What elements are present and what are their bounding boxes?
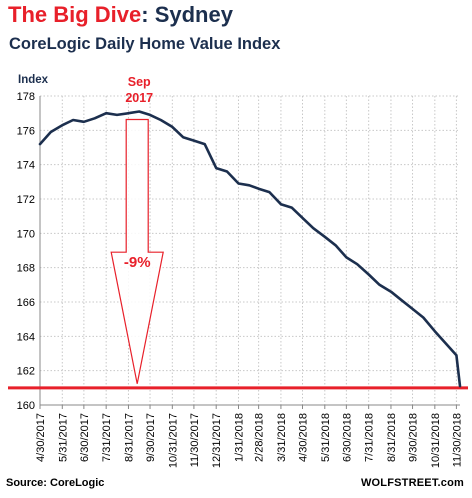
x-tick-label: 7/31/2018 xyxy=(364,413,376,462)
x-tick-label: 7/31/2017 xyxy=(101,413,113,462)
series-line xyxy=(40,112,460,387)
x-tick-label: 10/31/2017 xyxy=(167,413,179,468)
y-axis-label: Index xyxy=(18,74,49,86)
x-tick-label: 3/31/2018 xyxy=(276,413,288,462)
x-tick-label: 2/28/2018 xyxy=(254,413,266,462)
y-tick-label: 166 xyxy=(17,297,35,309)
x-tick-label: 6/30/2018 xyxy=(341,413,353,462)
x-tick-label: 8/31/2018 xyxy=(386,413,398,462)
y-tick-label: 164 xyxy=(17,331,35,343)
decline-arrow xyxy=(111,120,163,384)
brand-logo-text: WOLFSTREET.com xyxy=(361,477,464,489)
x-tick-label: 10/31/2018 xyxy=(430,413,442,468)
x-tick-label: 4/30/2017 xyxy=(35,413,47,462)
peak-label-month: Sep xyxy=(128,75,151,89)
y-tick-label: 178 xyxy=(17,91,35,103)
y-tick-label: 176 xyxy=(17,125,35,137)
x-tick-label: 5/31/2017 xyxy=(57,413,69,462)
change-label: -9% xyxy=(124,254,151,271)
y-tick-label: 160 xyxy=(17,400,35,412)
y-tick-label: 172 xyxy=(17,194,35,206)
y-tick-label: 170 xyxy=(17,228,35,240)
peak-label-year: 2017 xyxy=(125,91,153,105)
y-tick-label: 168 xyxy=(17,263,35,275)
x-tick-label: 1/31/2018 xyxy=(233,413,245,462)
x-tick-label: 12/31/2017 xyxy=(211,413,223,468)
x-tick-label: 9/30/2018 xyxy=(408,413,420,462)
y-tick-label: 174 xyxy=(17,160,35,172)
x-tick-label: 6/30/2017 xyxy=(79,413,91,462)
y-tick-label: 162 xyxy=(17,366,35,378)
x-tick-label: 9/30/2017 xyxy=(145,413,157,462)
source-note: Source: CoreLogic xyxy=(6,477,104,489)
x-tick-label: 11/30/2017 xyxy=(189,413,201,467)
x-tick-label: 5/31/2018 xyxy=(320,413,332,462)
x-tick-label: 11/30/2018 xyxy=(451,413,463,467)
x-tick-label: 8/31/2017 xyxy=(123,413,135,462)
x-tick-label: 4/30/2018 xyxy=(298,413,310,462)
